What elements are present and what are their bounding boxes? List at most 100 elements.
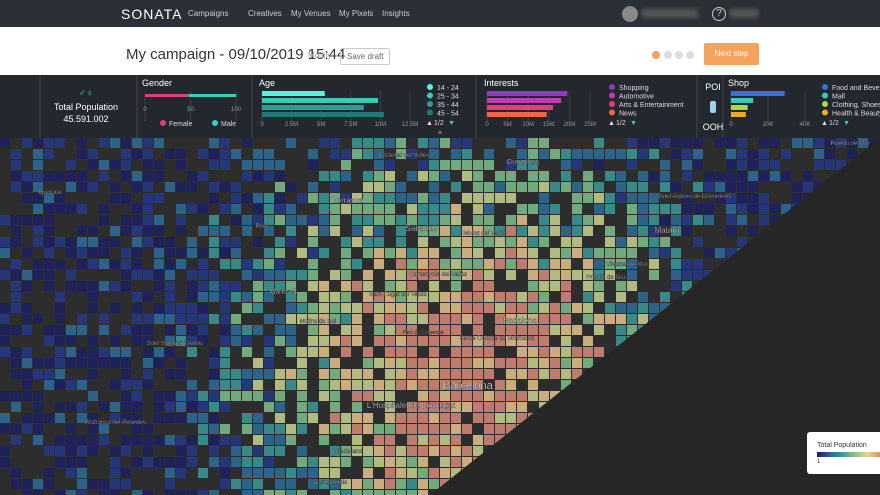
map-cell: [154, 215, 164, 225]
nav-link[interactable]: My Pixels: [339, 9, 374, 18]
map-cell: [176, 314, 186, 324]
map-cell: [264, 435, 274, 445]
map-cell: [88, 160, 98, 170]
nav-link[interactable]: Insights: [382, 9, 410, 18]
map-cell: [385, 303, 395, 313]
map-cell: [143, 369, 153, 379]
map-cell: [22, 391, 32, 401]
map-cell: [275, 369, 285, 379]
map-cell: [605, 149, 615, 159]
map-cell: [319, 347, 329, 357]
map-cell: [220, 281, 230, 291]
nav-link[interactable]: My Venues: [291, 9, 331, 18]
map-cell: [44, 193, 54, 203]
map-cell: [11, 270, 21, 280]
map-cell: [396, 314, 406, 324]
map-cell: [396, 325, 406, 335]
legend-label[interactable]: Shopping: [619, 85, 649, 92]
pager-up[interactable]: ▲: [608, 120, 615, 127]
legend-label[interactable]: 35 - 44: [437, 102, 459, 109]
map-cell: [220, 259, 230, 269]
map-cell: [462, 303, 472, 313]
map-cell: [539, 336, 549, 346]
map-cell: [22, 138, 32, 148]
map-cell: [253, 204, 263, 214]
legend-title: Total Population: [817, 442, 867, 449]
map-cell: [407, 358, 417, 368]
map-cell: [528, 226, 538, 236]
map-cell: [154, 303, 164, 313]
legend-label[interactable]: Female: [169, 121, 192, 128]
legend-label[interactable]: 14 - 24: [437, 85, 459, 92]
map-cell: [583, 171, 593, 181]
map-cell: [220, 369, 230, 379]
legend-label[interactable]: Health & Beauty: [832, 111, 880, 118]
map-cell: [352, 391, 362, 401]
map-cell: [242, 391, 252, 401]
map-cell: [363, 413, 373, 423]
map-cell: [462, 336, 472, 346]
legend-label[interactable]: 25 - 34: [437, 94, 459, 101]
pager-down[interactable]: ▼: [630, 120, 637, 127]
map-cell: [495, 380, 505, 390]
legend-label[interactable]: News: [619, 111, 637, 118]
next-step-button[interactable]: Next step: [704, 43, 759, 65]
pager-down[interactable]: ▼: [843, 120, 850, 127]
nav-link[interactable]: Creatives: [248, 9, 282, 18]
map-cell: [66, 336, 76, 346]
map-cell: [99, 424, 109, 434]
map-cell: [55, 314, 65, 324]
map-cell: [484, 215, 494, 225]
map-cell: [253, 292, 263, 302]
map-cell: [187, 325, 197, 335]
map-cell: [451, 138, 461, 148]
map-cell: [770, 160, 780, 170]
map-cell: [462, 248, 472, 258]
legend-label[interactable]: 45 - 54: [437, 111, 459, 118]
save-draft-button[interactable]: Save draft: [340, 48, 391, 65]
legend-label[interactable]: Clothing, Shoes and Accessories: [832, 102, 880, 109]
map-cell: [33, 193, 43, 203]
map-cell: [242, 259, 252, 269]
pager-up[interactable]: ▲: [426, 120, 433, 127]
map-cell: [330, 303, 340, 313]
nav-bar: SONATA Campaigns Creatives My Venues My Pix…: [0, 0, 880, 27]
nav-link[interactable]: Campaigns: [188, 9, 229, 18]
map-cell: [407, 347, 417, 357]
brand[interactable]: SONATA: [121, 6, 183, 22]
pager-up[interactable]: ▲: [821, 120, 828, 127]
modify-link[interactable]: Modify: [308, 51, 332, 60]
map-cell: [583, 314, 593, 324]
map-cell: [0, 413, 10, 423]
legend-label[interactable]: Food and Beverage: [832, 85, 880, 92]
map-cell: [385, 468, 395, 478]
tick-label: 2.5M: [285, 122, 298, 128]
legend-label[interactable]: Arts & Entertainment: [619, 102, 684, 109]
map-cell: [693, 270, 703, 280]
map-cell: [649, 248, 659, 258]
legend-label[interactable]: Male: [221, 121, 236, 128]
map-cell: [550, 347, 560, 357]
map-cell: [176, 391, 186, 401]
map-cell: [440, 468, 450, 478]
map-cell: [473, 281, 483, 291]
collapse-arrow[interactable]: ^: [438, 130, 442, 139]
map-cell: [330, 292, 340, 302]
map-cell: [539, 347, 549, 357]
pager-down[interactable]: ▼: [448, 120, 455, 127]
map-cell: [176, 303, 186, 313]
legend-label[interactable]: Mall: [832, 94, 845, 101]
map-cell: [330, 479, 340, 489]
map-cell: [484, 160, 494, 170]
avatar[interactable]: [622, 6, 638, 22]
user-name[interactable]: [642, 9, 698, 18]
map-cell: [407, 270, 417, 280]
map-cell: [495, 182, 505, 192]
help-icon[interactable]: ?: [712, 7, 726, 21]
map-cell: [671, 204, 681, 214]
map-cell: [33, 435, 43, 445]
map-cell: [484, 402, 494, 412]
legend-label[interactable]: Automotive: [619, 94, 654, 101]
map-cell: [396, 193, 406, 203]
map-cell: [242, 193, 252, 203]
